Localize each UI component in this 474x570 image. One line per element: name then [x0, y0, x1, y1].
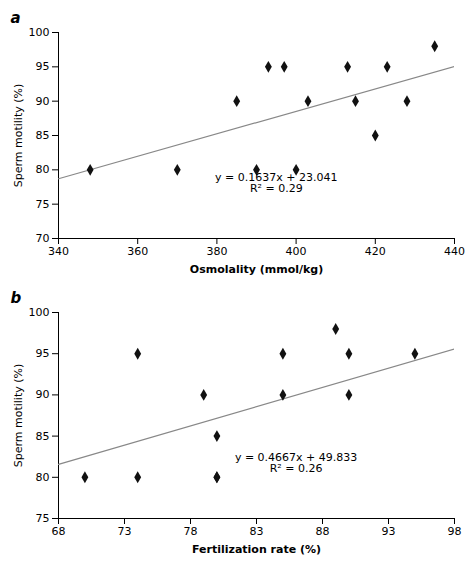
svg-text:70: 70 — [36, 232, 50, 245]
svg-text:98: 98 — [448, 525, 462, 538]
svg-text:95: 95 — [36, 347, 50, 360]
svg-text:100: 100 — [29, 306, 50, 319]
svg-text:y = 0.4667x + 49.833R² = 0.26: y = 0.4667x + 49.833R² = 0.26 — [235, 451, 357, 475]
svg-text:68: 68 — [52, 525, 66, 538]
svg-text:Sperm motility (%): Sperm motility (%) — [12, 84, 25, 188]
svg-text:400: 400 — [286, 245, 307, 258]
svg-text:380: 380 — [206, 245, 227, 258]
svg-text:90: 90 — [36, 95, 50, 108]
svg-text:85: 85 — [36, 129, 50, 142]
svg-text:Fertilization rate (%): Fertilization rate (%) — [192, 543, 321, 556]
svg-text:Osmolality (mmol/kg): Osmolality (mmol/kg) — [190, 263, 323, 276]
svg-text:95: 95 — [36, 60, 50, 73]
svg-text:73: 73 — [118, 525, 132, 538]
svg-text:b: b — [11, 289, 22, 307]
svg-text:93: 93 — [382, 525, 396, 538]
svg-text:75: 75 — [36, 198, 50, 211]
svg-text:88: 88 — [316, 525, 330, 538]
svg-text:Sperm motility (%): Sperm motility (%) — [12, 364, 25, 468]
svg-text:78: 78 — [184, 525, 198, 538]
svg-text:420: 420 — [365, 245, 386, 258]
svg-text:80: 80 — [36, 471, 50, 484]
svg-text:a: a — [11, 9, 21, 27]
svg-text:80: 80 — [36, 163, 50, 176]
svg-text:340: 340 — [48, 245, 69, 258]
svg-text:85: 85 — [36, 430, 50, 443]
svg-text:440: 440 — [444, 245, 465, 258]
svg-text:75: 75 — [36, 512, 50, 525]
svg-text:83: 83 — [250, 525, 264, 538]
svg-text:100: 100 — [29, 26, 50, 39]
svg-text:360: 360 — [127, 245, 148, 258]
svg-text:y = 0.1637x + 23.041R² = 0.29: y = 0.1637x + 23.041R² = 0.29 — [215, 171, 337, 195]
svg-text:90: 90 — [36, 388, 50, 401]
